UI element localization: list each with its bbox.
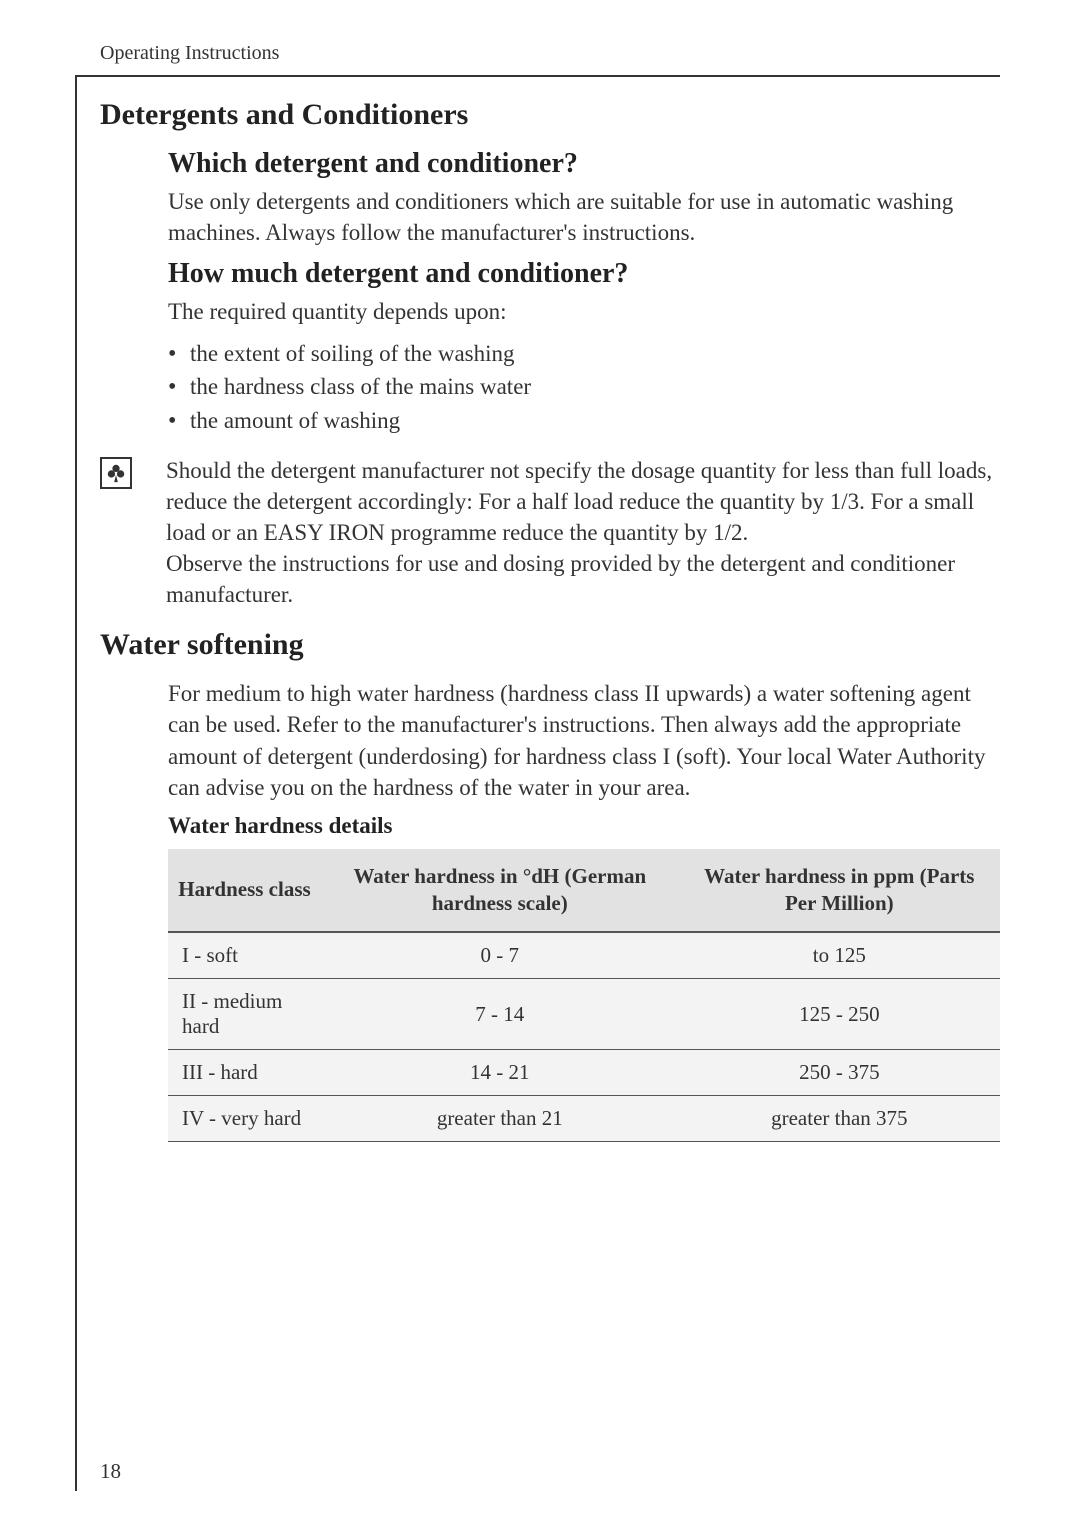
manual-page: Operating Instructions Detergents and Co…	[0, 0, 1080, 1529]
table-row: I - soft 0 - 7 to 125	[168, 932, 1000, 979]
cell-class: IV - very hard	[168, 1096, 321, 1142]
water-hardness-table: Hardness class Water hardness in °dH (Ge…	[168, 849, 1000, 1143]
cell-ppm: to 125	[679, 932, 1000, 979]
table-row: II - medium hard 7 - 14 125 - 250	[168, 979, 1000, 1050]
cell-class: III - hard	[168, 1050, 321, 1096]
col-header-ppm: Water hardness in ppm (Parts Per Million…	[679, 849, 1000, 933]
cell-ppm: greater than 375	[679, 1096, 1000, 1142]
howmuch-intro: The required quantity depends upon:	[168, 296, 1000, 327]
howmuch-bullet-list: the extent of soiling of the washing the…	[168, 337, 1000, 437]
howmuch-heading: How much detergent and conditioner?	[168, 258, 1000, 290]
cell-dh: 14 - 21	[321, 1050, 679, 1096]
cell-class: II - medium hard	[168, 979, 321, 1050]
col-header-class: Hardness class	[168, 849, 321, 933]
page-header-label: Operating Instructions	[100, 42, 279, 65]
cell-class: I - soft	[168, 932, 321, 979]
table-header-row: Hardness class Water hardness in °dH (Ge…	[168, 849, 1000, 933]
which-detergent-heading: Which detergent and conditioner?	[168, 148, 1000, 180]
page-number: 18	[100, 1459, 121, 1484]
clover-icon	[100, 457, 132, 489]
header-divider	[75, 75, 1000, 77]
cell-ppm: 250 - 375	[679, 1050, 1000, 1096]
cell-dh: greater than 21	[321, 1096, 679, 1142]
table-row: IV - very hard greater than 21 greater t…	[168, 1096, 1000, 1142]
which-detergent-body: Use only detergents and conditioners whi…	[168, 186, 1000, 248]
bullet-item: the extent of soiling of the washing	[168, 337, 1000, 370]
bullet-item: the hardness class of the mains water	[168, 370, 1000, 403]
water-softening-body: For medium to high water hardness (hardn…	[168, 678, 1000, 802]
table-row: III - hard 14 - 21 250 - 375	[168, 1050, 1000, 1096]
water-softening-heading: Water softening	[100, 628, 1000, 662]
clover-svg	[105, 462, 127, 484]
dosage-note-text: Should the detergent manufacturer not sp…	[166, 455, 1000, 610]
cell-ppm: 125 - 250	[679, 979, 1000, 1050]
cell-dh: 0 - 7	[321, 932, 679, 979]
bullet-item: the amount of washing	[168, 404, 1000, 437]
col-header-dh: Water hardness in °dH (German hardness s…	[321, 849, 679, 933]
left-border	[75, 75, 77, 1491]
table-caption: Water hardness details	[168, 813, 1000, 839]
detergents-heading: Detergents and Conditioners	[100, 98, 1000, 132]
dosage-note-block: Should the detergent manufacturer not sp…	[100, 455, 1000, 610]
page-content: Detergents and Conditioners Which deterg…	[100, 90, 1000, 1142]
cell-dh: 7 - 14	[321, 979, 679, 1050]
